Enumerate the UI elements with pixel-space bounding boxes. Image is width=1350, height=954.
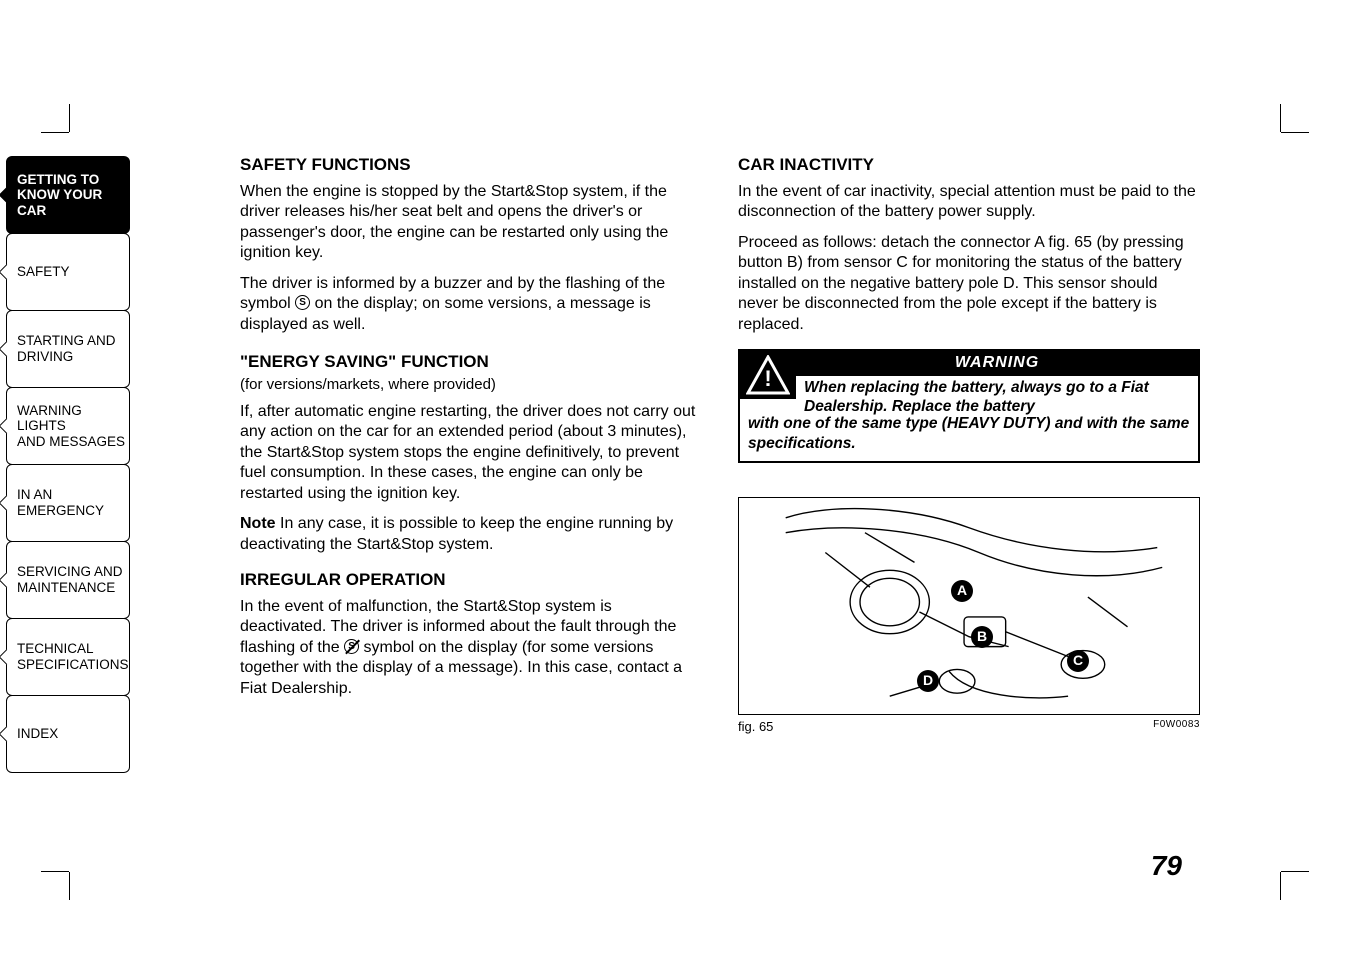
tab-warning-lights[interactable]: WARNING LIGHTS AND MESSAGES xyxy=(6,387,130,465)
page-number: 79 xyxy=(1151,850,1182,882)
warning-box: ! WARNING When replacing the battery, al… xyxy=(738,349,1200,463)
tab-technical[interactable]: TECHNICAL SPECIFICATIONS xyxy=(6,618,130,696)
para-inactivity-2: Proceed as follows: detach the connector… xyxy=(738,233,1200,335)
manual-page-content: SAFETY FUNCTIONS When the engine is stop… xyxy=(240,150,1200,864)
start-stop-icon: S xyxy=(295,295,310,310)
figure-caption: fig. 65 xyxy=(738,719,773,736)
figure-label-b: B xyxy=(971,626,993,648)
warning-text-rest: with one of the same type (HEAVY DUTY) a… xyxy=(740,414,1198,461)
tab-emergency[interactable]: IN AN EMERGENCY xyxy=(6,464,130,542)
tab-servicing[interactable]: SERVICING AND MAINTENANCE xyxy=(6,541,130,619)
warning-triangle-icon: ! xyxy=(740,351,796,399)
para-safety-2: The driver is informed by a buzzer and b… xyxy=(240,274,702,335)
warning-text-lead: When replacing the battery, always go to… xyxy=(796,376,1198,417)
para-energy-1: If, after automatic engine restarting, t… xyxy=(240,402,702,504)
figure-label-d: D xyxy=(917,670,939,692)
para-safety-1: When the engine is stopped by the Start&… xyxy=(240,182,702,264)
tab-starting-driving[interactable]: STARTING AND DRIVING xyxy=(6,310,130,388)
para-irregular: In the event of malfunction, the Start&S… xyxy=(240,597,702,699)
figure-65-illustration xyxy=(739,498,1199,714)
right-column: CAR INACTIVITY In the event of car inact… xyxy=(738,150,1200,864)
figure-caption-row: fig. 65 F0W0083 xyxy=(738,719,1200,736)
warning-title: WARNING xyxy=(796,351,1198,375)
heading-energy-saving: "ENERGY SAVING" FUNCTION xyxy=(240,351,702,373)
heading-safety-functions: SAFETY FUNCTIONS xyxy=(240,154,702,176)
para-note: Note In any case, it is possible to keep… xyxy=(240,514,702,555)
tab-know-your-car[interactable]: GETTING TO KNOW YOUR CAR xyxy=(6,156,130,234)
figure-65: A B C D xyxy=(738,497,1200,715)
svg-text:!: ! xyxy=(764,366,771,391)
figure-code: F0W0083 xyxy=(1153,719,1200,736)
heading-irregular: IRREGULAR OPERATION xyxy=(240,569,702,591)
start-stop-fault-icon: S xyxy=(344,639,359,654)
para-inactivity-1: In the event of car inactivity, special … xyxy=(738,182,1200,223)
figure-label-c: C xyxy=(1067,650,1089,672)
heading-car-inactivity: CAR INACTIVITY xyxy=(738,154,1200,176)
tab-index[interactable]: INDEX xyxy=(6,695,130,773)
figure-label-a: A xyxy=(951,580,973,602)
section-tabs: GETTING TO KNOW YOUR CAR SAFETY STARTING… xyxy=(6,156,130,772)
note-label: Note xyxy=(240,515,276,532)
energy-saving-subtitle: (for versions/markets, where provided) xyxy=(240,375,702,394)
left-column: SAFETY FUNCTIONS When the engine is stop… xyxy=(240,150,702,864)
note-text: In any case, it is possible to keep the … xyxy=(240,515,673,552)
tab-safety[interactable]: SAFETY xyxy=(6,233,130,311)
